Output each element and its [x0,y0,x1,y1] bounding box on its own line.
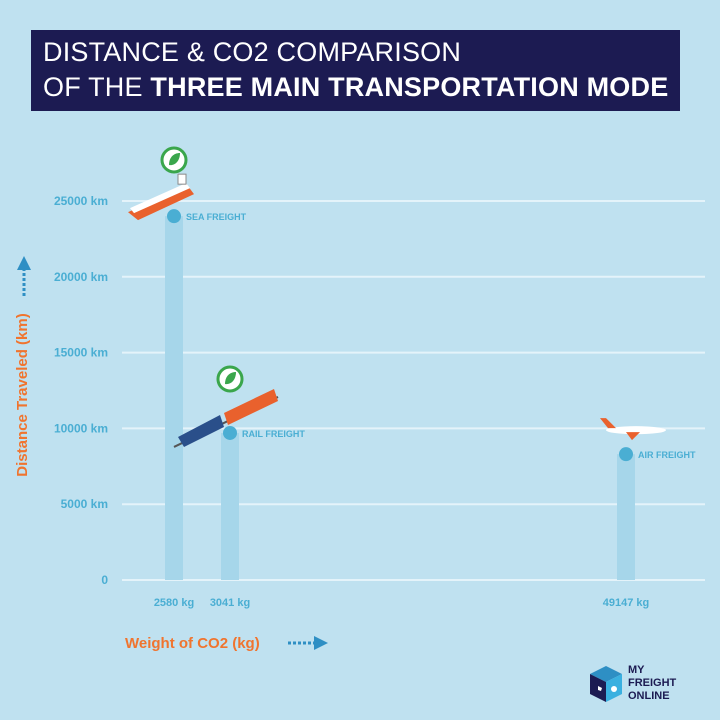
y-tick-label: 10000 km [54,421,108,435]
logo-line-3: ONLINE [628,690,670,702]
leaf-shape [169,153,180,166]
title-banner: DISTANCE & CO2 COMPARISON OF THE THREE M… [31,30,680,111]
train-car-orange [224,388,278,425]
point-stem [221,432,239,580]
point-stem [165,216,183,580]
x-axis-title: Weight of CO2 (kg) [125,635,260,652]
logo-text: MY FREIGHT ONLINE [628,664,676,703]
train-car-blue [178,414,224,447]
data-point [619,447,633,462]
title-line-2-prefix: OF THE [43,72,151,102]
point-label: RAIL FREIGHT [242,429,305,439]
y-tick-label: 20000 km [54,270,108,284]
y-tick-label: 0 [101,573,108,587]
point-stem [617,454,635,580]
point-label: SEA FREIGHT [186,212,247,222]
y-tick-label: 15000 km [54,346,108,360]
logo-line-1: MY [628,664,645,676]
data-point [167,209,181,224]
y-tick-label: 5000 km [61,497,108,511]
ship-bridge [177,173,187,185]
logo-cube-icon [590,666,622,702]
x-tick-label: 49147 kg [603,597,649,609]
point-label: AIR FREIGHT [638,450,696,460]
ship-deck [130,183,190,214]
plane-fuselage [606,426,666,435]
y-axis-arrow-head-icon [17,256,31,270]
y-axis-title: Distance Traveled (km) [14,313,31,476]
title-line-1: DISTANCE & CO2 COMPARISON [43,37,462,67]
plane-wing [626,432,640,441]
title-line-2: OF THE THREE MAIN TRANSPORTATION MODE [43,72,668,103]
data-point [223,425,237,440]
x-tick-label: 3041 kg [210,597,250,609]
title-line-2-bold: THREE MAIN TRANSPORTATION MODE [150,72,669,102]
x-axis-arrow-head-icon [314,636,328,650]
ship-hull [128,186,194,221]
plane-tail [600,418,616,429]
y-tick-label: 25000 km [54,194,108,208]
x-tick-label: 2580 kg [154,597,194,609]
leaf-shape [225,372,236,385]
logo: MY FREIGHT ONLINE [588,664,708,710]
logo-line-2: FREIGHT [628,677,677,689]
